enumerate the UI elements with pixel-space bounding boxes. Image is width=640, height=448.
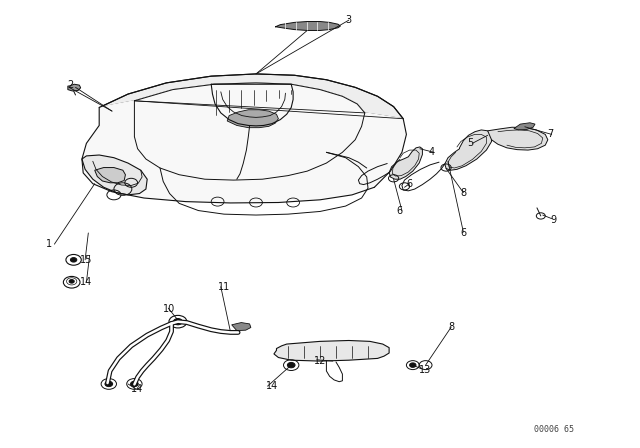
Polygon shape	[68, 84, 81, 91]
Text: 11: 11	[218, 282, 230, 292]
Text: 14: 14	[131, 384, 143, 394]
Polygon shape	[99, 74, 403, 119]
Polygon shape	[275, 22, 340, 30]
Text: 13: 13	[419, 365, 431, 375]
Circle shape	[70, 258, 77, 262]
Circle shape	[410, 363, 416, 367]
Text: 5: 5	[467, 138, 474, 148]
Polygon shape	[82, 155, 147, 195]
Circle shape	[69, 280, 74, 283]
Polygon shape	[274, 340, 389, 361]
Polygon shape	[514, 123, 535, 130]
Text: 7: 7	[547, 129, 554, 139]
Text: 14: 14	[266, 381, 278, 391]
Text: 9: 9	[550, 215, 557, 224]
Polygon shape	[227, 110, 278, 128]
Polygon shape	[389, 147, 422, 179]
Text: 3: 3	[346, 15, 352, 25]
Text: 14: 14	[80, 277, 92, 287]
Text: 8: 8	[461, 188, 467, 198]
Text: 15: 15	[80, 255, 92, 265]
Text: 8: 8	[448, 322, 454, 332]
Text: 00006 65: 00006 65	[534, 425, 573, 434]
Circle shape	[173, 319, 182, 325]
Text: 1: 1	[46, 239, 52, 249]
Polygon shape	[488, 127, 548, 150]
Text: 2: 2	[67, 80, 74, 90]
Text: 10: 10	[163, 304, 175, 314]
Text: 6: 6	[461, 228, 467, 238]
Circle shape	[131, 381, 138, 387]
Text: 6: 6	[406, 179, 413, 189]
Text: 12: 12	[314, 356, 326, 366]
Text: 6: 6	[397, 206, 403, 215]
Circle shape	[105, 381, 113, 387]
Polygon shape	[232, 323, 251, 331]
Polygon shape	[82, 83, 406, 203]
Polygon shape	[445, 130, 492, 170]
Circle shape	[287, 362, 295, 368]
Polygon shape	[95, 168, 125, 183]
Text: 4: 4	[429, 147, 435, 157]
